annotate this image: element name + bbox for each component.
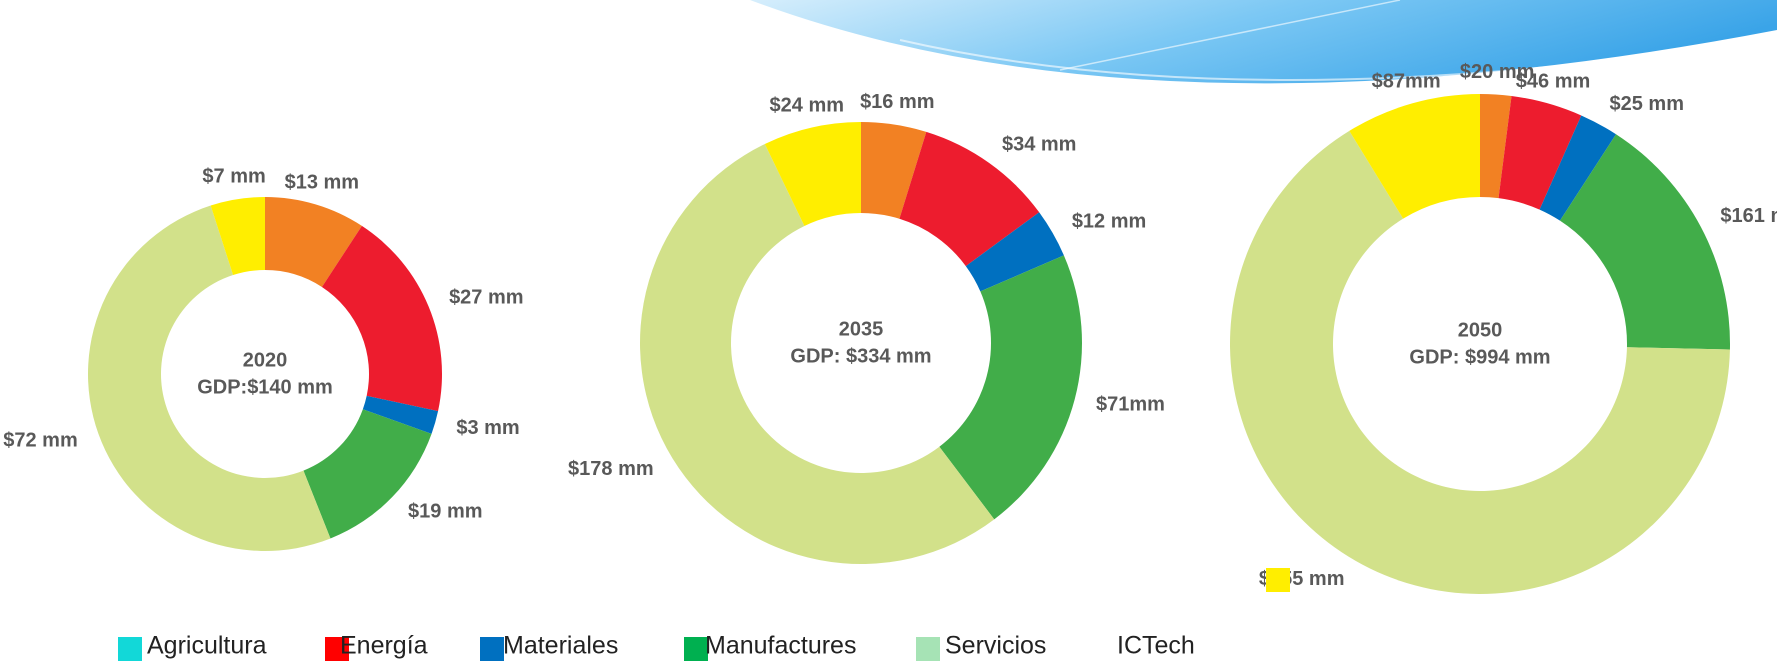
donut-slice <box>1480 94 1512 199</box>
legend-marker <box>684 637 708 661</box>
donut-slice <box>1230 130 1730 594</box>
value-label: $72 mm <box>3 430 78 452</box>
legend-label: Materiales <box>503 632 618 660</box>
value-label: $178 mm <box>568 458 654 480</box>
legend-marker <box>1266 568 1290 592</box>
donut-slice <box>321 225 443 412</box>
donut-slice <box>1539 115 1617 221</box>
legend-label: Energía <box>340 632 428 660</box>
decor-line <box>899 39 1761 81</box>
center-label: 2050 <box>1458 319 1503 341</box>
value-label: $71mm <box>1096 393 1165 415</box>
center-label: 2035 <box>839 318 884 340</box>
donut-slice <box>265 197 362 287</box>
legend-marker <box>916 637 940 661</box>
donut-slice <box>899 131 1040 267</box>
value-label: $12 mm <box>1072 210 1147 232</box>
donut-slice <box>1559 134 1731 350</box>
center-label: GDP: $334 mm <box>790 345 931 367</box>
value-label: $13 mm <box>285 172 360 194</box>
value-label: $7 mm <box>202 166 265 188</box>
donut-slice <box>1498 95 1582 210</box>
value-label: $46 mm <box>1516 70 1591 92</box>
donut-slice <box>362 395 439 434</box>
decor-swoosh <box>750 0 1777 84</box>
legend-marker <box>480 637 504 661</box>
donut-slice <box>939 255 1082 520</box>
value-label: $3 mm <box>456 417 519 439</box>
legend-marker <box>118 637 142 661</box>
donut-slice <box>88 205 331 551</box>
legend-label: Servicios <box>945 632 1046 660</box>
donut-slice <box>861 122 927 219</box>
value-label: $16 mm <box>860 91 935 113</box>
value-label: $27 mm <box>449 287 524 309</box>
value-label: $19 mm <box>408 501 483 523</box>
donut-slice <box>303 409 432 539</box>
donut-slice <box>640 144 995 564</box>
legend-label: Manufactures <box>705 632 856 660</box>
value-label: $20 mm <box>1460 61 1535 83</box>
center-label: 2020 <box>243 349 288 371</box>
decor-line <box>1059 0 1401 71</box>
value-label: $161 mm <box>1720 205 1777 227</box>
donut-slice <box>965 212 1064 292</box>
value-label: $34 mm <box>1002 133 1077 155</box>
donut-slice <box>1349 94 1480 219</box>
legend-marker <box>325 637 349 661</box>
value-label: $87mm <box>1372 70 1441 92</box>
donut-slice <box>764 122 861 226</box>
center-label: GDP: $994 mm <box>1409 346 1550 368</box>
legend-label: ICTech <box>1117 632 1195 660</box>
donut-slice <box>210 197 265 276</box>
center-label: GDP:$140 mm <box>197 376 333 398</box>
value-label: $24 mm <box>770 94 845 116</box>
legend-label: Agricultura <box>147 632 267 660</box>
value-label: $25 mm <box>1609 93 1684 115</box>
